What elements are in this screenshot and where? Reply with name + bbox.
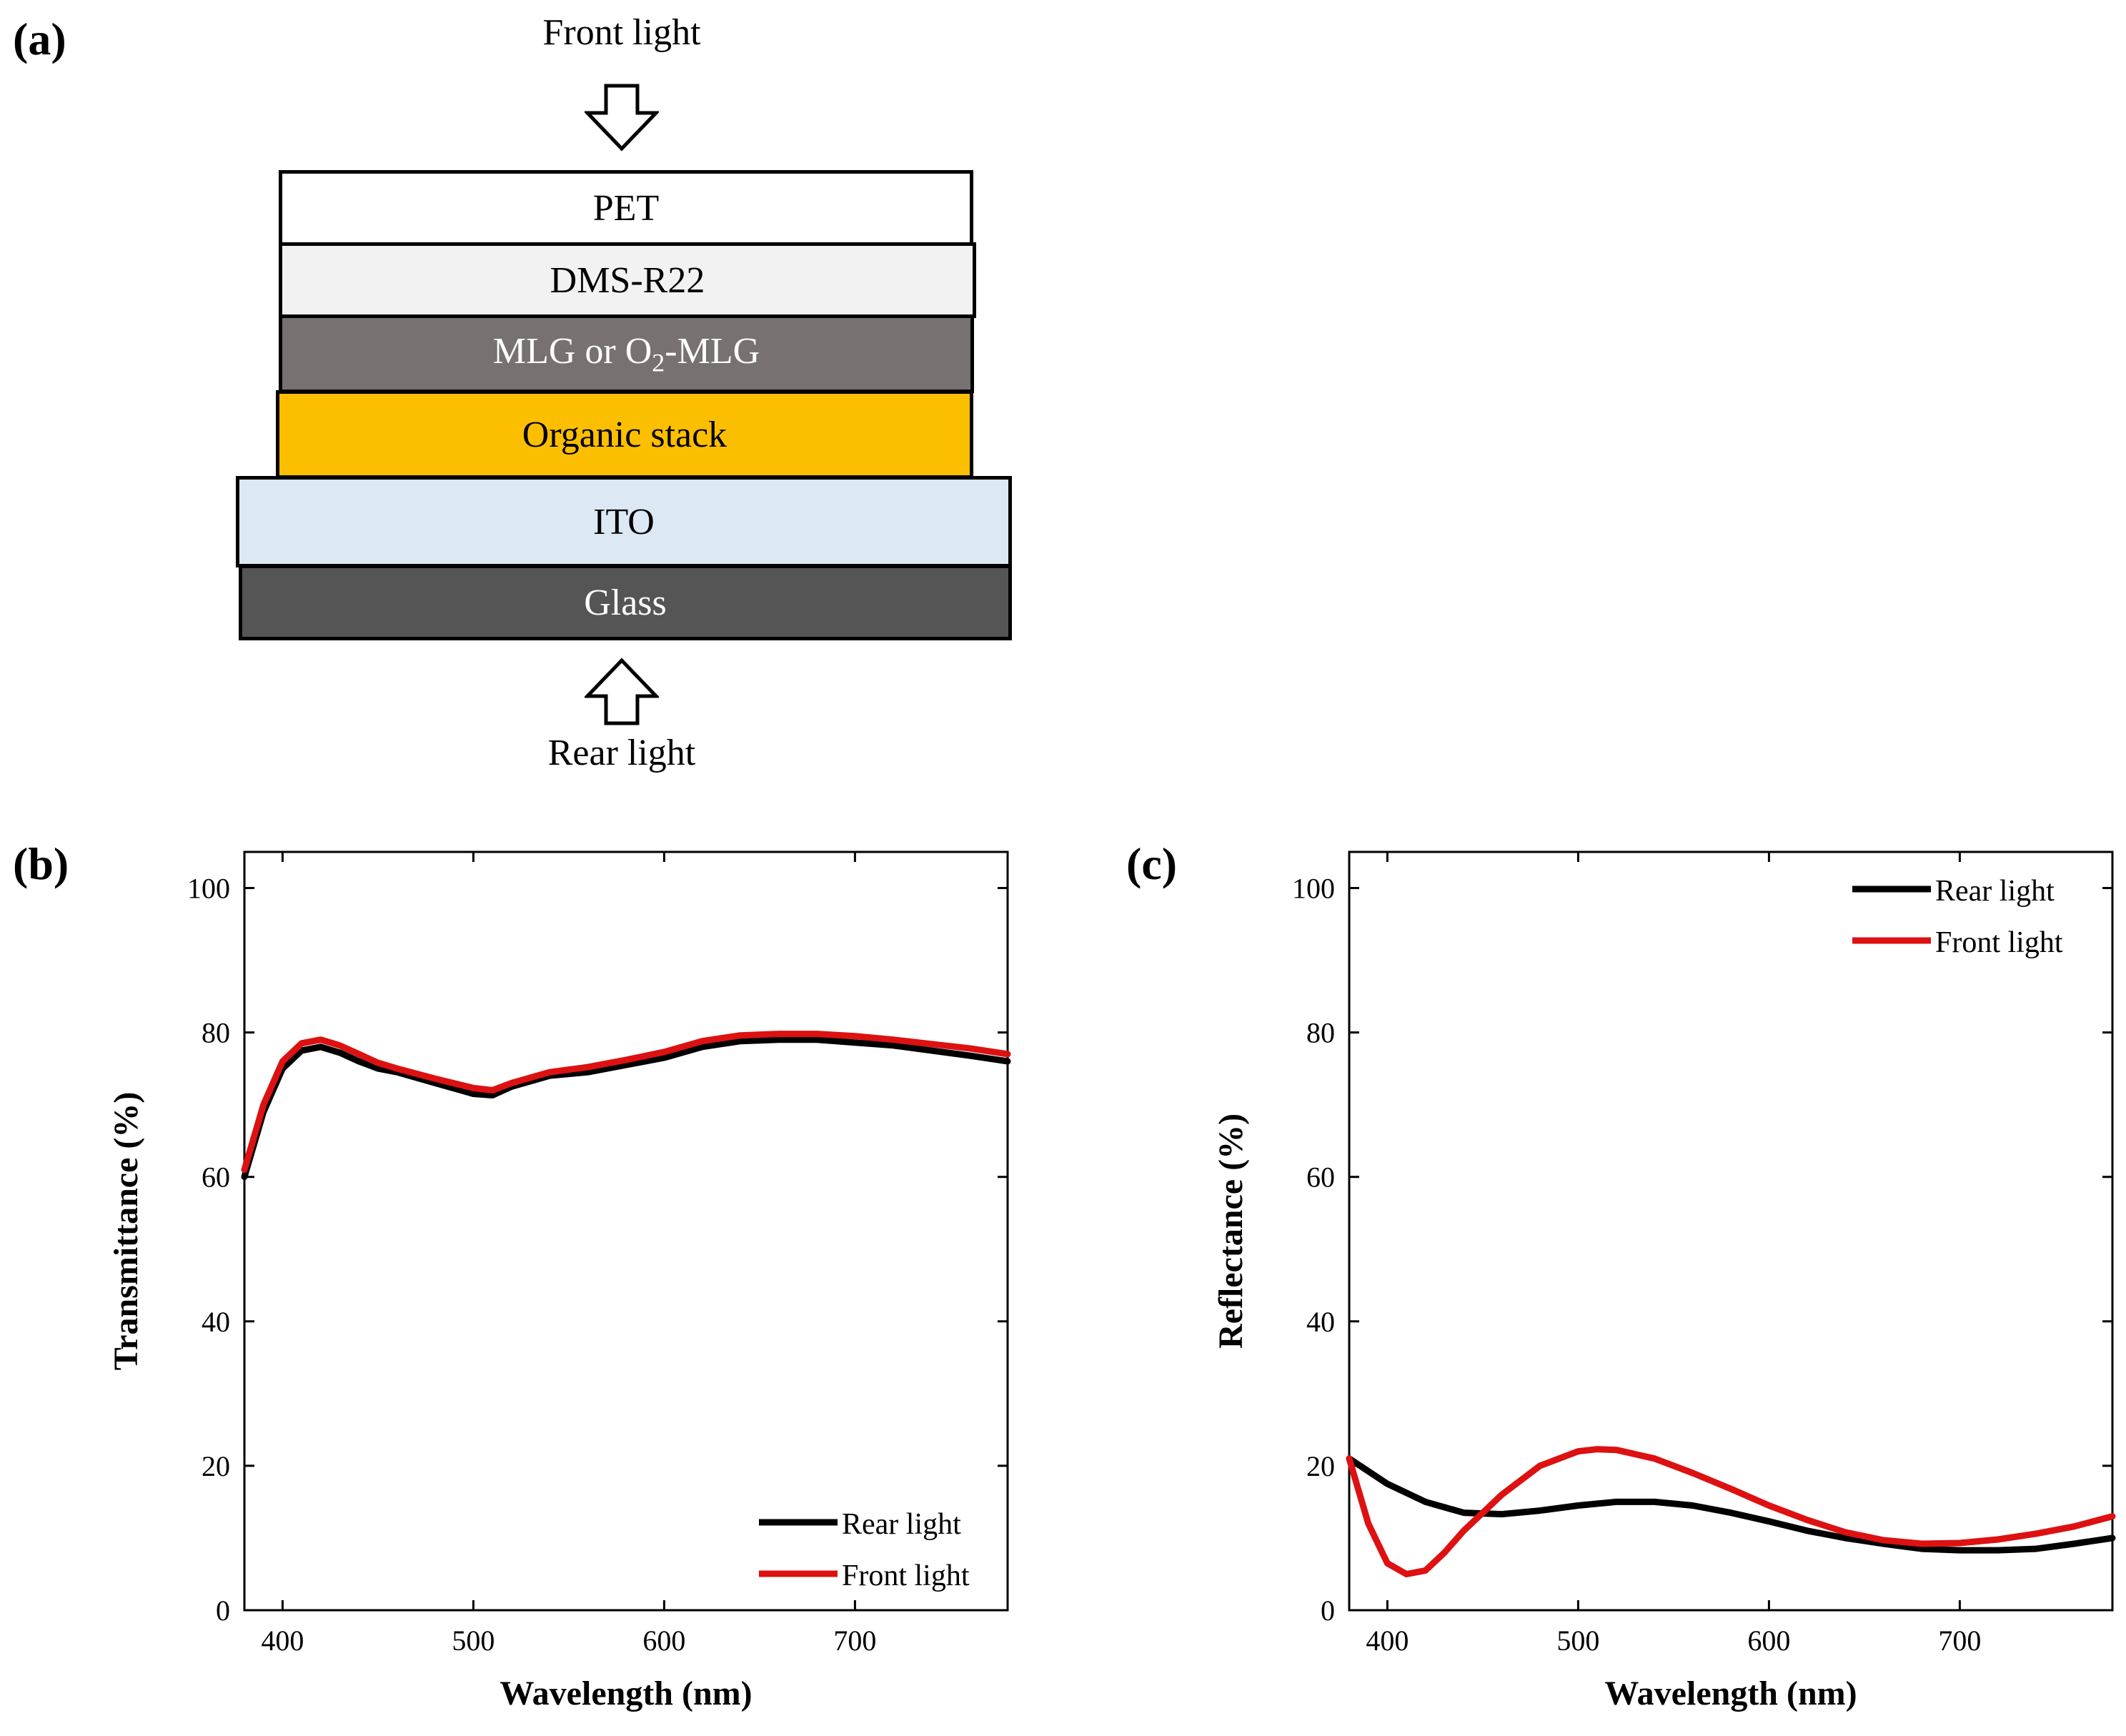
front-light-arrow-icon (585, 84, 659, 152)
transmittance-series-rear-light (241, 1036, 1011, 1181)
reflectance-ytick-label: 80 (1306, 1017, 1335, 1049)
transmittance-chart: 0 20 40 60 80 100 400 500 600 700 Wavelength (nm) T… (107, 850, 1011, 1712)
reflectance-ytick-label: 100 (1292, 873, 1335, 905)
reflectance-xtick-label: 400 (1366, 1625, 1409, 1657)
reflectance-ytick-label: 20 (1306, 1450, 1335, 1482)
panel-label-a: (a) (13, 14, 66, 64)
layer-ito-label: ITO (593, 501, 655, 542)
transmittance-ytick-label: 40 (202, 1306, 230, 1338)
transmittance-xtick-label: 400 (261, 1625, 304, 1657)
layer-mlg-label-sub: 2 (652, 348, 665, 377)
layer-organic-stack-label: Organic stack (522, 414, 727, 455)
reflectance-legend-label-0: Rear light (1935, 875, 2055, 908)
layer-ito: ITO (236, 476, 1012, 567)
reflectance-xtick-label: 700 (1938, 1625, 1981, 1657)
reflectance-xtick-label: 600 (1747, 1625, 1790, 1657)
layer-pet: PET (279, 170, 973, 246)
reflectance-plot-frame (1348, 850, 2114, 1612)
reflectance-ytick-label: 60 (1306, 1161, 1335, 1194)
transmittance-xtick-label: 700 (833, 1625, 876, 1657)
reflectance-ytick-label: 40 (1306, 1306, 1335, 1338)
reflectance-series-front-light (1346, 1446, 2116, 1577)
transmittance-series-front-light (241, 1031, 1011, 1174)
layer-dms-r22-label: DMS-R22 (550, 259, 705, 301)
transmittance-legend-label-0: Rear light (842, 1508, 961, 1541)
rear-light-arrow-icon (585, 658, 659, 725)
transmittance-ytick-label: 20 (202, 1450, 230, 1482)
layer-mlg-label-pre: MLG or O (492, 330, 652, 372)
reflectance-chart: 0 20 40 60 80 100 400 500 600 700 Wavelength (nm) R… (1212, 850, 2116, 1712)
transmittance-ytick-label: 80 (202, 1017, 230, 1049)
transmittance-plot-frame (243, 850, 1009, 1612)
reflectance-xtick-label: 500 (1556, 1625, 1599, 1657)
transmittance-ytick-label: 60 (202, 1161, 230, 1194)
layer-pet-label: PET (592, 187, 660, 229)
transmittance-xtick-label: 600 (642, 1625, 685, 1657)
transmittance-ylabel: Transmittance (%) (107, 1092, 145, 1371)
reflectance-ytick-label: 0 (1321, 1594, 1335, 1627)
transmittance-legend-label-1: Front light (842, 1559, 970, 1592)
transmittance-xtick-label: 500 (452, 1625, 495, 1657)
layer-organic-stack: Organic stack (276, 390, 973, 479)
layer-mlg-label-post: -MLG (665, 330, 760, 372)
layer-glass: Glass (239, 565, 1012, 640)
layer-stack-diagram: Front light PET DMS-R22 MLG or O2-MLG Or… (0, 0, 2126, 800)
front-light-label: Front light (542, 12, 701, 53)
layer-mlg-label: MLG or O2-MLG (493, 330, 760, 377)
rear-light-label: Rear light (547, 733, 696, 773)
reflectance-legend-label-1: Front light (1935, 926, 2063, 959)
reflectance-series-rear-light (1346, 1455, 2116, 1554)
reflectance-xlabel: Wavelength (nm) (1604, 1675, 1857, 1712)
reflectance-ylabel: Reflectance (%) (1212, 1113, 1250, 1349)
layer-glass-label: Glass (584, 582, 667, 623)
layer-dms-r22: DMS-R22 (279, 242, 976, 318)
panel-label-c: (c) (1126, 838, 1178, 889)
transmittance-ytick-label: 0 (216, 1594, 230, 1627)
transmittance-ytick-label: 100 (187, 873, 230, 905)
panel-label-b: (b) (13, 838, 69, 889)
transmittance-xlabel: Wavelength (nm) (500, 1675, 752, 1712)
layer-mlg: MLG or O2-MLG (279, 314, 974, 393)
